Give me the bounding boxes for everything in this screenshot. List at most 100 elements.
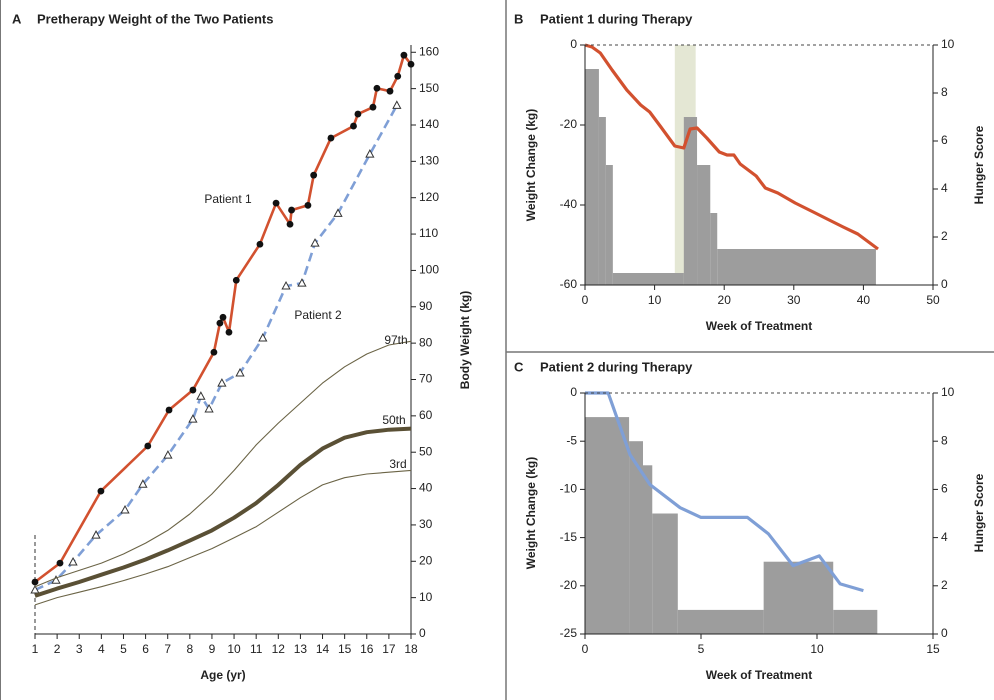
- y2-axis-label: Hunger Score: [972, 125, 986, 204]
- x-axis-label: Age (yr): [200, 668, 245, 682]
- data-point: [204, 403, 214, 413]
- y-tick-label: 50: [419, 444, 433, 458]
- y-tick-label: -60: [560, 277, 578, 291]
- y-tick-label: -20: [560, 578, 578, 592]
- data-point: [217, 378, 227, 387]
- data-point: [281, 281, 291, 290]
- x-tick-label: 10: [648, 293, 662, 307]
- y-tick-label: 30: [419, 517, 433, 531]
- y-tick-label: -20: [560, 117, 578, 131]
- y-tick-label: 150: [419, 81, 439, 95]
- y-axis-label: Body Weight (kg): [458, 291, 472, 389]
- x-tick-label: 2: [54, 642, 61, 656]
- data-point: [56, 559, 64, 567]
- y-tick-label: 8: [941, 433, 948, 447]
- y-tick-label: 0: [941, 626, 948, 640]
- series-label: Patient 2: [294, 308, 342, 322]
- x-tick-label: 5: [698, 642, 705, 656]
- data-point: [138, 479, 148, 488]
- x-tick-label: 17: [382, 642, 396, 656]
- percentile-curve: [34, 469, 412, 606]
- percentile-curve: [34, 426, 412, 598]
- data-point: [400, 51, 408, 59]
- y-tick-label: 10: [941, 385, 955, 399]
- data-point: [327, 134, 335, 142]
- series-label: Patient 1: [204, 192, 252, 206]
- x-tick-label: 18: [404, 642, 418, 656]
- y-tick-label: 100: [419, 263, 439, 277]
- y-tick-label: 80: [419, 335, 433, 349]
- x-tick-label: 10: [227, 642, 241, 656]
- series-label: 97th: [384, 333, 407, 347]
- panel-title: Patient 2 during Therapy: [540, 359, 693, 374]
- x-tick-label: 4: [98, 642, 105, 656]
- data-point: [31, 578, 39, 586]
- x-tick-label: 15: [338, 642, 352, 656]
- data-point: [210, 348, 218, 356]
- panel-label: B: [514, 11, 523, 26]
- y-tick-label: 0: [419, 626, 426, 640]
- x-tick-label: 6: [142, 642, 149, 656]
- y-tick-label: 140: [419, 117, 439, 131]
- y-tick-label: 60: [419, 408, 433, 422]
- y-tick-label: -15: [560, 530, 578, 544]
- x-axis-label: Week of Treatment: [706, 668, 812, 682]
- data-point: [373, 84, 381, 92]
- x-axis-label: Week of Treatment: [706, 319, 812, 333]
- x-tick-label: 8: [186, 642, 193, 656]
- hunger-bar: [697, 165, 711, 285]
- data-point: [392, 100, 402, 109]
- panel-title: Pretherapy Weight of the Two Patients: [37, 11, 273, 26]
- hunger-bar: [605, 165, 613, 285]
- y-axis-label: Weight Change (kg): [524, 109, 538, 221]
- data-point: [304, 201, 312, 209]
- y-tick-label: 8: [941, 85, 948, 99]
- weight-line: [584, 43, 879, 251]
- hunger-bar: [629, 441, 643, 634]
- y-tick-label: 4: [941, 530, 948, 544]
- hunger-bar: [677, 609, 764, 634]
- data-point: [120, 504, 130, 514]
- data-point: [30, 584, 40, 594]
- data-point: [365, 149, 375, 158]
- y-tick-label: 0: [570, 385, 577, 399]
- data-point: [354, 110, 362, 118]
- percentile-curve: [34, 340, 412, 588]
- x-tick-label: 3: [76, 642, 83, 656]
- x-tick-label: 11: [250, 642, 263, 656]
- y-tick-label: 130: [419, 154, 439, 168]
- y-tick-label: 6: [941, 482, 948, 496]
- data-point: [297, 278, 307, 287]
- y-tick-label: 160: [419, 44, 439, 58]
- data-point: [256, 240, 264, 248]
- x-tick-label: 30: [787, 293, 801, 307]
- hunger-bar: [612, 273, 684, 285]
- x-tick-label: 13: [294, 642, 308, 656]
- y-tick-label: 2: [941, 578, 948, 592]
- y-tick-label: 6: [941, 133, 948, 147]
- y-tick-label: 70: [419, 372, 433, 386]
- data-point: [188, 414, 198, 423]
- data-point: [286, 220, 294, 228]
- y-tick-label: 10: [419, 590, 433, 604]
- hunger-bar: [585, 69, 599, 285]
- y-tick-label: -25: [560, 626, 578, 640]
- hunger-bar: [652, 513, 678, 634]
- x-tick-label: 16: [360, 642, 374, 656]
- x-tick-label: 7: [164, 642, 171, 656]
- data-point: [232, 276, 240, 284]
- x-tick-label: 20: [718, 293, 732, 307]
- hunger-bar: [683, 117, 698, 285]
- y-tick-label: 110: [419, 226, 438, 240]
- y-tick-label: -40: [560, 197, 578, 211]
- data-point: [310, 238, 320, 247]
- hunger-bar: [763, 561, 834, 634]
- data-point: [235, 367, 245, 377]
- series-label: 50th: [382, 413, 405, 427]
- data-point: [51, 575, 61, 584]
- panel-label: A: [12, 11, 22, 26]
- data-point: [369, 103, 377, 111]
- y-tick-label: 10: [941, 37, 955, 51]
- data-point: [394, 72, 402, 80]
- y-tick-label: 2: [941, 229, 948, 243]
